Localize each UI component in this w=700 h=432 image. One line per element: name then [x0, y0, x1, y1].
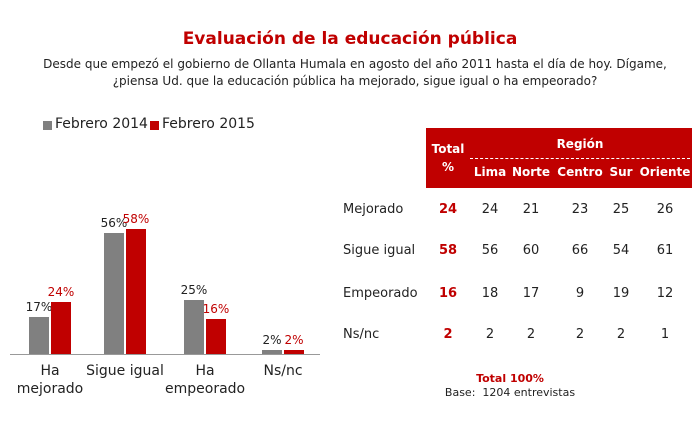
cell: 19: [612, 286, 630, 301]
table-header: %: [441, 160, 455, 174]
footer-total: Total 100%: [476, 372, 544, 385]
table-header: Total: [431, 142, 465, 156]
legend-swatch: [150, 121, 159, 130]
column-header: Centro: [557, 165, 603, 179]
cell: 2: [616, 327, 626, 342]
header-divider: [470, 158, 690, 159]
x-tick-label: Sigue igual: [86, 363, 164, 379]
subtitle: Desde que empezó el gobierno de Ollanta …: [43, 57, 667, 71]
column-header: Norte: [511, 165, 551, 179]
bar: [51, 302, 71, 354]
baseline: [10, 354, 320, 355]
cell: 2: [485, 327, 495, 342]
cell: 18: [481, 286, 499, 301]
cell: 25: [612, 202, 630, 217]
subtitle: ¿piensa Ud. que la educación pública ha …: [112, 74, 598, 88]
data-label: 16%: [202, 302, 230, 317]
table-header: Región: [556, 137, 604, 151]
cell: 24: [481, 202, 499, 217]
x-tick-label: Ha empeorado: [165, 363, 246, 397]
row-label: Sigue igual: [343, 243, 416, 258]
bar: [104, 233, 124, 354]
data-label: 2%: [262, 332, 282, 347]
total-cell: 2: [443, 327, 453, 342]
legend-swatch: [43, 121, 52, 130]
data-label: 56%: [100, 216, 128, 231]
cell: 9: [575, 286, 585, 301]
bar: [126, 228, 146, 354]
cell: 54: [612, 243, 630, 258]
bar: [29, 317, 49, 354]
total-cell: 24: [438, 202, 458, 217]
title: Evaluación de la educación pública: [182, 29, 518, 49]
bar: [284, 349, 304, 354]
cell: 60: [522, 243, 540, 258]
data-label: 25%: [180, 283, 208, 297]
x-tick-label: Ha mejorado: [16, 363, 84, 397]
x-tick-label: Ns/nc: [263, 363, 303, 379]
row-label: Empeorado: [343, 286, 418, 301]
footer-base: Base: 1204 entrevistas: [444, 386, 576, 399]
cell: 17: [522, 286, 540, 301]
cell: 2: [575, 327, 585, 342]
cell: 56: [481, 243, 499, 258]
cell: 1: [660, 327, 670, 342]
data-label: 58%: [122, 211, 150, 226]
data-label: 2%: [284, 332, 304, 347]
cell: 61: [656, 243, 674, 258]
row-label: Ns/nc: [343, 327, 380, 342]
column-header: Lima: [473, 165, 507, 179]
column-header: Oriente: [639, 165, 691, 179]
cell: 2: [526, 327, 536, 342]
column-header: Sur: [609, 165, 633, 179]
total-cell: 58: [438, 243, 458, 258]
cell: 21: [522, 202, 540, 217]
cell: 12: [656, 286, 674, 301]
data-label: 17%: [25, 300, 53, 315]
cell: 23: [571, 202, 589, 217]
total-cell: 16: [438, 286, 458, 301]
legend-label: Febrero 2015: [162, 116, 255, 132]
bar: [262, 349, 282, 354]
bar: [206, 319, 226, 354]
bar: [184, 300, 204, 354]
cell: 66: [571, 243, 589, 258]
legend-label: Febrero 2014: [55, 116, 148, 132]
data-label: 24%: [47, 285, 75, 300]
cell: 26: [656, 202, 674, 217]
row-label: Mejorado: [343, 202, 404, 217]
